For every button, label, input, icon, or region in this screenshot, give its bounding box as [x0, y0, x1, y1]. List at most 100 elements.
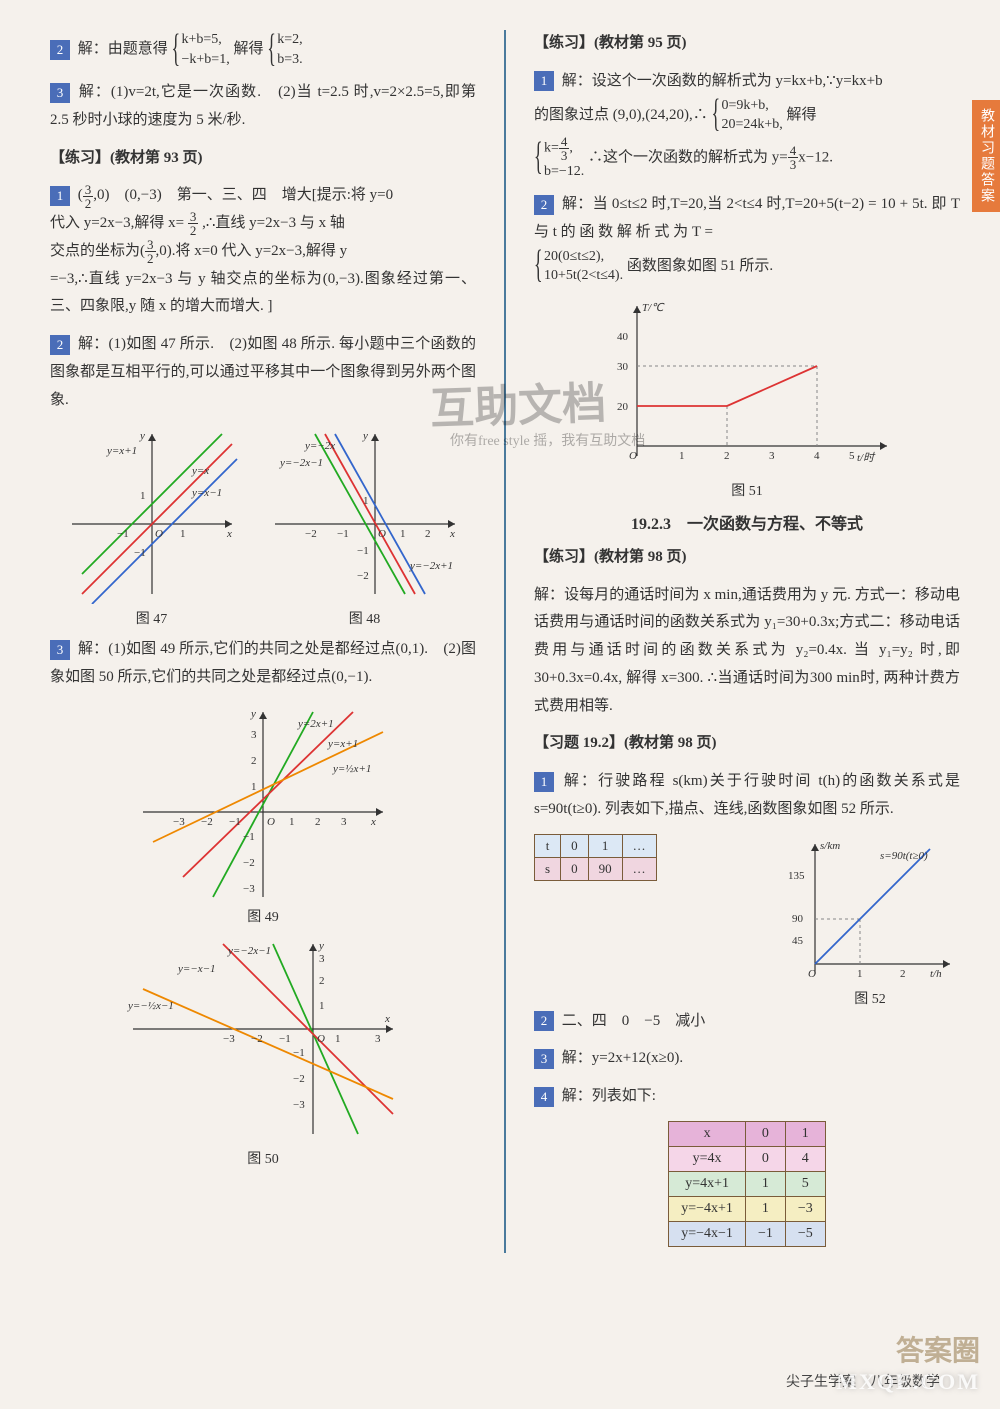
badge-2r: 2: [534, 195, 554, 215]
ex98b-3-text: 解：y=2x+12(x≥0).: [562, 1050, 683, 1066]
svg-text:−3: −3: [293, 1099, 305, 1111]
bt-r2c1: 1: [745, 1196, 785, 1221]
svg-text:O: O: [267, 816, 275, 828]
svg-text:1: 1: [400, 528, 406, 540]
ex95-2b: 函数图象如图 51 所示.: [627, 258, 773, 274]
small-table: t 0 1 … s 0 90 …: [534, 834, 657, 881]
g51-xl: t/时: [857, 451, 876, 464]
badge-1: 1: [50, 186, 70, 206]
svg-text:x: x: [384, 1013, 390, 1025]
ex95-sys1a: 0=9k+b,: [721, 96, 782, 116]
ex95-2sys: 20(0≤t≤2), 10+5t(2<t≤4).: [534, 247, 623, 286]
g47-l2: y=x: [191, 465, 209, 477]
svg-text:1: 1: [363, 495, 369, 507]
svg-text:2: 2: [319, 975, 325, 987]
q2-sys1: k+b=5, −k+b=1,: [172, 30, 230, 69]
ex98a-text: 解：设每月的通话时间为 x min,通话费用为 y 元. 方式一：移动电话费用与…: [534, 582, 960, 721]
fig49-caption: 图 49: [50, 906, 476, 926]
ex98a-label: 【练习】(教材第 98 页): [534, 544, 960, 572]
ex95-2sysB: 10+5t(2<t≤4).: [544, 266, 623, 286]
k-d: 3: [559, 149, 570, 162]
st-r1c3: …: [622, 834, 656, 857]
k-n2: 4: [788, 144, 799, 158]
corner-url: MXQE.COM: [836, 1369, 980, 1395]
q2-mid: 解得: [233, 41, 263, 57]
st-r2c0: s: [535, 857, 561, 880]
g52-line: s=90t(t≥0): [880, 850, 928, 862]
svg-text:3: 3: [341, 816, 347, 828]
q2-sys1b: −k+b=1,: [182, 50, 230, 70]
bt-r2c2: −3: [785, 1196, 825, 1221]
st-r2c3: …: [622, 857, 656, 880]
svg-text:O: O: [629, 450, 637, 462]
bt-r1c2: 5: [785, 1171, 825, 1196]
ex95-2sysA: 20(0≤t≤2),: [544, 247, 623, 267]
svg-text:O: O: [808, 968, 816, 980]
svg-text:−3: −3: [243, 883, 255, 895]
ex95-sys1b: 20=24k+b,: [721, 115, 782, 135]
g50-l2: y=−x−1: [177, 963, 216, 975]
big-table: x 0 1 y=4x 0 4 y=4x+1 1 5 y=−4x+1 1 −3 y…: [668, 1121, 826, 1247]
bt-r3c0: y=−4x−1: [669, 1221, 746, 1246]
svg-text:3: 3: [375, 1033, 381, 1045]
ex95-2: 2 解：当 0≤t≤2 时,T=20,当 2<t≤4 时,T=20+5(t−2)…: [534, 191, 960, 286]
svg-text:1: 1: [679, 450, 685, 462]
right-column: 【练习】(教材第 95 页) 1 解：设这个一次函数的解析式为 y=kx+b,∵…: [534, 30, 960, 1253]
svg-text:−1: −1: [117, 528, 129, 540]
bt-r1c1: 1: [745, 1171, 785, 1196]
q2-sys2: k=2, b=3.: [267, 30, 302, 69]
ex95-1b: 的图象过点 (9,0),(24,20),∴: [534, 107, 708, 123]
svg-text:−1: −1: [279, 1033, 291, 1045]
st-r2c1: 0: [561, 857, 589, 880]
ex93-1b: 代入 y=2x−3,解得 x=: [50, 215, 184, 231]
bt-r2c0: y=−4x+1: [669, 1196, 746, 1221]
left-q3: 3 解：(1)v=2t,它是一次函数. (2)当 t=2.5 时,v=2×2.5…: [50, 79, 476, 135]
svg-text:x: x: [226, 528, 232, 540]
g48-l3: y=−2x+1: [409, 560, 453, 572]
graph-51: T/℃ t/时 20 30 40 O 1 2 3 4 5: [597, 296, 897, 476]
svg-text:2: 2: [315, 816, 321, 828]
svg-text:O: O: [378, 528, 386, 540]
badge-3: 3: [50, 83, 70, 103]
two-column-layout: 2 解：由题意得 k+b=5, −k+b=1, 解得 k=2, b=3. 3 解…: [50, 30, 960, 1253]
ex93-2-text: 解：(1)如图 47 所示. (2)如图 48 所示. 每小题中三个函数的图象都…: [50, 336, 476, 408]
graph-48: y=−2x y=−2x−1 y=−2x+1 −2 −1 O 1 2 x y 1 …: [265, 424, 465, 604]
ex95-1a: 解：设这个一次函数的解析式为 y=kx+b,∵y=kx+b: [562, 73, 883, 89]
graph-50: y=−2x−1 y=−x−1 y=−½x−1 −3 −2 −1 O 1 3 x …: [123, 934, 403, 1144]
graph-52: s/km t/h s=90t(t≥0) 45 90 135 O 1 2: [780, 834, 960, 984]
left-column: 2 解：由题意得 k+b=5, −k+b=1, 解得 k=2, b=3. 3 解…: [50, 30, 476, 1253]
bt-r0c1: 0: [745, 1146, 785, 1171]
f2-n: 3: [145, 238, 156, 252]
g50-l3: y=−½x−1: [127, 1000, 174, 1012]
bt-r3c2: −5: [785, 1221, 825, 1246]
svg-text:−2: −2: [293, 1073, 305, 1085]
svg-text:−2: −2: [243, 857, 255, 869]
ex93-label: 【练习】(教材第 93 页): [50, 145, 476, 173]
fig50-wrap: y=−2x−1 y=−x−1 y=−½x−1 −3 −2 −1 O 1 3 x …: [50, 934, 476, 1168]
ex98b-3: 3 解：y=2x+12(x≥0).: [534, 1045, 960, 1073]
fig48-caption: 图 48: [265, 608, 465, 628]
ex93-2: 2 解：(1)如图 47 所示. (2)如图 48 所示. 每小题中三个函数的图…: [50, 331, 476, 414]
st-r2c2: 90: [588, 857, 622, 880]
left-q2: 2 解：由题意得 k+b=5, −k+b=1, 解得 k=2, b=3.: [50, 30, 476, 69]
ex95-sys1: 0=9k+b, 20=24k+b,: [711, 96, 782, 135]
badge-2b: 2: [50, 335, 70, 355]
svg-text:−2: −2: [357, 570, 369, 582]
svg-text:2: 2: [900, 968, 906, 980]
ex98b-4-text: 解：列表如下:: [562, 1088, 656, 1104]
svg-text:y: y: [362, 430, 368, 442]
ex95-sys2b: b=−12.: [544, 162, 584, 182]
svg-text:3: 3: [769, 450, 775, 462]
ex95-sys2: k=43, b=−12.: [534, 135, 584, 182]
g48-l1: y=−2x: [304, 440, 335, 452]
ex93-1-frac-n: 3: [83, 183, 94, 197]
st-r1c2: 1: [588, 834, 622, 857]
g51-y0: 20: [617, 401, 629, 413]
svg-text:−1: −1: [357, 545, 369, 557]
g52-y1: 90: [792, 913, 804, 925]
svg-text:y: y: [139, 430, 145, 442]
svg-text:5: 5: [849, 450, 855, 462]
small-table-and-graph52: t 0 1 … s 0 90 …: [534, 834, 960, 1008]
g52-yl: s/km: [820, 840, 840, 852]
badge-2: 2: [50, 40, 70, 60]
